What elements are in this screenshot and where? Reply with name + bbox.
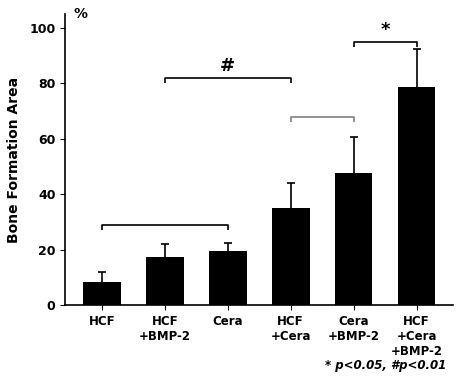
Text: %: % bbox=[73, 7, 87, 21]
Bar bbox=[146, 256, 183, 305]
Bar bbox=[271, 208, 309, 305]
Text: #: # bbox=[220, 57, 235, 75]
Bar bbox=[334, 173, 372, 305]
Text: *: * bbox=[380, 21, 389, 39]
Bar bbox=[397, 87, 435, 305]
Text: * p<0.05, #p<0.01: * p<0.05, #p<0.01 bbox=[324, 359, 445, 372]
Y-axis label: Bone Formation Area: Bone Formation Area bbox=[7, 76, 21, 242]
Bar bbox=[208, 251, 246, 305]
Bar bbox=[83, 282, 120, 305]
